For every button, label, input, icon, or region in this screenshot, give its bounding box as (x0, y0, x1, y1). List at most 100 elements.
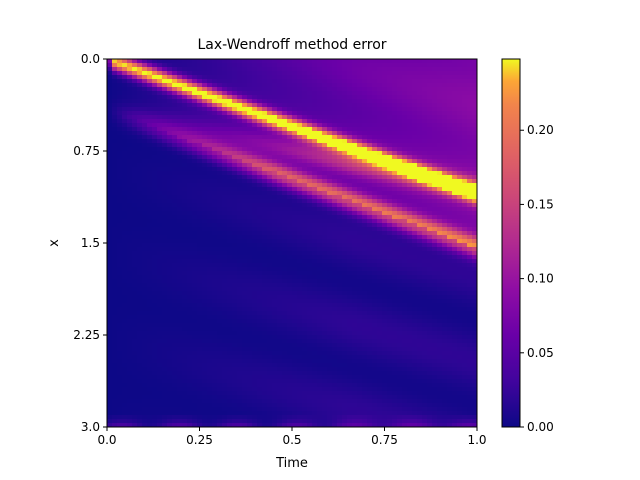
heatmap-cell (167, 155, 173, 160)
heatmap-cell (362, 147, 368, 152)
heatmap-cell (257, 407, 263, 412)
heatmap-cell (347, 143, 353, 148)
heatmap-cell (182, 239, 188, 244)
heatmap-cell (157, 167, 163, 172)
heatmap-cell (152, 79, 158, 84)
heatmap-cell (262, 183, 268, 188)
heatmap-cell (242, 331, 248, 336)
heatmap-cell (212, 391, 218, 396)
heatmap-cell (307, 115, 313, 120)
heatmap-cell (247, 299, 253, 304)
heatmap-cell (172, 395, 178, 400)
heatmap-cell (317, 355, 323, 360)
heatmap-cell (197, 319, 203, 324)
heatmap-cell (297, 279, 303, 284)
heatmap-cell (282, 119, 288, 124)
heatmap-cell (182, 407, 188, 412)
heatmap-cell (352, 99, 358, 104)
heatmap-cell (182, 91, 188, 96)
heatmap-cell (142, 259, 148, 264)
heatmap-cell (287, 283, 293, 288)
heatmap-cell (272, 227, 278, 232)
heatmap-cell (302, 275, 308, 280)
heatmap-cell (197, 215, 203, 220)
heatmap-cell (212, 411, 218, 416)
heatmap-cell (207, 111, 213, 116)
heatmap-cell (302, 115, 308, 120)
heatmap-cell (137, 251, 143, 256)
heatmap-cell (362, 183, 368, 188)
heatmap-cell (172, 327, 178, 332)
heatmap-cell (242, 399, 248, 404)
heatmap-cell (357, 367, 363, 372)
heatmap-cell (367, 167, 373, 172)
heatmap-cell (127, 111, 133, 116)
heatmap-cell (152, 311, 158, 316)
heatmap-cell (127, 299, 133, 304)
heatmap-cell (362, 387, 368, 392)
heatmap-cell (107, 103, 113, 108)
heatmap-cell (167, 379, 173, 384)
heatmap-cell (172, 75, 178, 80)
heatmap-cell (252, 387, 258, 392)
heatmap-cell (342, 331, 348, 336)
heatmap-cell (202, 107, 208, 112)
heatmap-cell (297, 387, 303, 392)
heatmap-cell (192, 411, 198, 416)
heatmap-cell (147, 307, 153, 312)
heatmap-cell (312, 331, 318, 336)
heatmap-cell (257, 127, 263, 132)
heatmap-cell (232, 383, 238, 388)
heatmap-cell (247, 59, 253, 64)
heatmap-cell (197, 87, 203, 92)
heatmap-cell (317, 63, 323, 68)
heatmap-cell (167, 327, 173, 332)
heatmap-cell (252, 231, 258, 236)
heatmap-cell (112, 147, 118, 152)
heatmap-cell (217, 215, 223, 220)
heatmap-cell (297, 247, 303, 252)
heatmap-cell (342, 243, 348, 248)
heatmap-cell (137, 367, 143, 372)
heatmap-cell (142, 111, 148, 116)
heatmap-cell (177, 291, 183, 296)
heatmap-cell (282, 271, 288, 276)
heatmap-cell (217, 331, 223, 336)
heatmap-cell (282, 91, 288, 96)
heatmap-cell (367, 295, 373, 300)
heatmap-cell (157, 251, 163, 256)
heatmap-cell (227, 231, 233, 236)
heatmap-cell (232, 411, 238, 416)
heatmap-cell (242, 231, 248, 236)
heatmap-cell (207, 275, 213, 280)
heatmap-cell (192, 175, 198, 180)
heatmap-cell (237, 235, 243, 240)
heatmap-cell (342, 199, 348, 204)
heatmap-cell (317, 331, 323, 336)
heatmap-cell (357, 323, 363, 328)
heatmap-cell (272, 343, 278, 348)
heatmap-cell (317, 67, 323, 72)
heatmap-cell (267, 363, 273, 368)
heatmap-cell (297, 375, 303, 380)
heatmap-cell (177, 151, 183, 156)
heatmap-cell (172, 279, 178, 284)
heatmap-cell (262, 59, 268, 64)
heatmap-cell (182, 303, 188, 308)
heatmap-cell (282, 67, 288, 72)
heatmap-cell (282, 139, 288, 144)
heatmap-cell (237, 195, 243, 200)
heatmap-cell (232, 107, 238, 112)
heatmap-cell (222, 275, 228, 280)
heatmap-cell (132, 179, 138, 184)
heatmap-cell (177, 251, 183, 256)
heatmap-cell (127, 91, 133, 96)
heatmap-cell (252, 71, 258, 76)
heatmap-cell (247, 419, 253, 424)
heatmap-cell (197, 179, 203, 184)
heatmap-cell (212, 159, 218, 164)
heatmap-cell (257, 335, 263, 340)
heatmap-cell (132, 423, 138, 428)
heatmap-cell (307, 247, 313, 252)
heatmap-cell (147, 367, 153, 372)
